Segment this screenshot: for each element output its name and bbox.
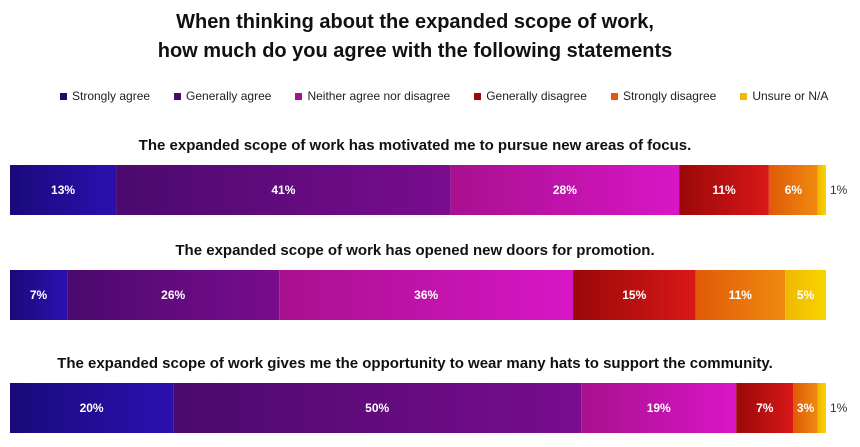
bar-segment-1-1 (10, 165, 117, 215)
bar-segment-3-3 (581, 383, 737, 433)
chart-title-line2: how much do you agree with the following… (157, 40, 673, 62)
legend-swatch (740, 92, 748, 100)
legend: Strongly agree Generally agree Neither a… (60, 88, 828, 104)
data-label-3-4: 7% (756, 401, 774, 415)
question-2: The expanded scope of work has opened ne… (175, 242, 655, 259)
legend-label: Strongly disagree (622, 89, 717, 103)
data-label-2-1: 7% (30, 288, 48, 302)
bar-segment-2-2 (67, 270, 280, 320)
data-label-1-4: 11% (712, 183, 736, 197)
data-label-3-2: 50% (365, 401, 389, 415)
bar-segment-1-3 (450, 165, 680, 215)
question-1: The expanded scope of work has motivated… (138, 137, 692, 154)
bar-segment-1-5 (768, 165, 818, 215)
data-label-3-6: 1% (830, 401, 848, 415)
bar-segment-3-1 (10, 383, 174, 433)
legend-swatch (60, 92, 67, 100)
legend-swatch (474, 92, 482, 100)
legend-label: Neither agree nor disagree (307, 89, 451, 103)
data-label-1-2: 41% (271, 183, 295, 197)
bar-segment-2-5 (695, 270, 786, 320)
data-label-3-3: 19% (647, 401, 671, 415)
bar-segment-1-6 (817, 165, 826, 215)
chart-title: When thinking about the expanded scope o… (0, 8, 830, 66)
bar-segment-3-4 (736, 383, 794, 433)
data-label-3-5: 3% (797, 401, 815, 415)
data-label-2-4: 15% (622, 288, 646, 302)
data-label-2-3: 36% (414, 288, 438, 302)
bar-segment-2-1 (10, 270, 68, 320)
data-label-2-2: 26% (161, 288, 185, 302)
bar-segment-2-6 (785, 270, 826, 320)
data-label-1-1: 13% (51, 183, 75, 197)
bar-segment-3-5 (793, 383, 818, 433)
bar-segment-2-3 (279, 270, 574, 320)
legend-item-strongly-agree: Strongly agree (60, 89, 150, 103)
data-label-2-5: 11% (729, 288, 753, 302)
legend-item-neither: Neither agree nor disagree (295, 89, 450, 103)
bar-segment-3-2 (173, 383, 582, 433)
legend-label: Unsure or N/A (752, 89, 829, 103)
data-label-1-6: 1% (830, 183, 848, 197)
bar-segment-1-4 (679, 165, 769, 215)
legend-item-unsure: Unsure or N/A (740, 89, 828, 103)
legend-swatch (610, 92, 618, 100)
data-label-1-3: 28% (553, 183, 577, 197)
bar-segment-2-4 (573, 270, 696, 320)
legend-swatch (295, 92, 303, 100)
bar-segment-1-2 (116, 165, 451, 215)
bar-segment-3-6 (817, 383, 826, 433)
legend-label: Generally disagree (486, 89, 587, 103)
question-3: The expanded scope of work gives me the … (57, 355, 773, 372)
legend-item-generally-disagree: Generally disagree (474, 89, 587, 103)
legend-label: Generally agree (186, 89, 272, 103)
chart-title-line1: When thinking about the expanded scope o… (176, 11, 654, 33)
legend-label: Strongly agree (72, 89, 151, 103)
data-label-3-1: 20% (80, 401, 104, 415)
data-label-2-6: 5% (797, 288, 815, 302)
legend-item-generally-agree: Generally agree (174, 89, 271, 103)
legend-item-strongly-disagree: Strongly disagree (610, 89, 717, 103)
legend-swatch (174, 92, 182, 100)
data-label-1-5: 6% (785, 183, 803, 197)
